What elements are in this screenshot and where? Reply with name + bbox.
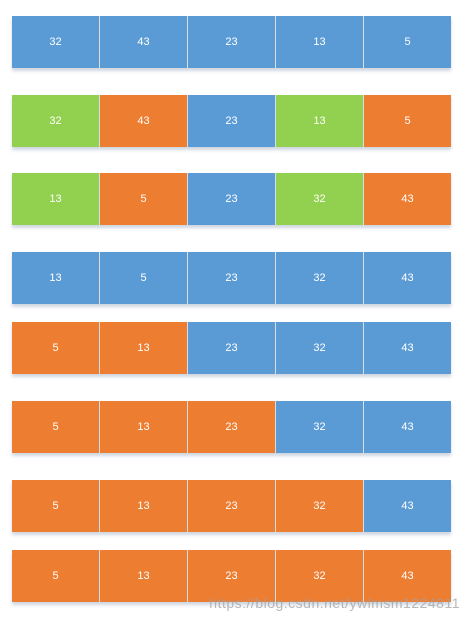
array-row-8: 5 13 23 32 43 bbox=[12, 550, 451, 602]
array-cell: 13 bbox=[100, 550, 188, 602]
array-cell: 5 bbox=[100, 252, 188, 304]
array-cell: 5 bbox=[12, 401, 100, 453]
array-cell: 43 bbox=[100, 95, 188, 147]
watermark: https://blog.csdn.net/ywlmsm1224811 bbox=[209, 595, 460, 611]
array-cell: 32 bbox=[12, 95, 100, 147]
array-cell: 13 bbox=[100, 401, 188, 453]
array-row-3: 13 5 23 32 43 bbox=[12, 173, 451, 225]
array-cell: 23 bbox=[188, 550, 276, 602]
array-cell: 32 bbox=[276, 480, 364, 532]
array-cell: 5 bbox=[12, 550, 100, 602]
array-row-2: 32 43 23 13 5 bbox=[12, 95, 451, 147]
array-cell: 13 bbox=[100, 322, 188, 374]
array-cell: 43 bbox=[364, 550, 451, 602]
array-cell: 13 bbox=[100, 480, 188, 532]
array-cell: 23 bbox=[188, 480, 276, 532]
array-cell: 32 bbox=[276, 173, 364, 225]
array-cell: 13 bbox=[12, 173, 100, 225]
array-cell: 43 bbox=[364, 252, 451, 304]
array-cell: 5 bbox=[364, 95, 451, 147]
array-cell: 5 bbox=[12, 322, 100, 374]
array-cell: 23 bbox=[188, 95, 276, 147]
array-cell: 32 bbox=[12, 16, 100, 68]
array-cell: 32 bbox=[276, 252, 364, 304]
array-row-6: 5 13 23 32 43 bbox=[12, 401, 451, 453]
array-cell: 32 bbox=[276, 401, 364, 453]
array-cell: 32 bbox=[276, 322, 364, 374]
array-row-4: 13 5 23 32 43 bbox=[12, 252, 451, 304]
array-cell: 23 bbox=[188, 322, 276, 374]
array-cell: 13 bbox=[12, 252, 100, 304]
array-cell: 32 bbox=[276, 550, 364, 602]
array-cell: 5 bbox=[364, 16, 451, 68]
array-row-5: 5 13 23 32 43 bbox=[12, 322, 451, 374]
array-cell: 5 bbox=[100, 173, 188, 225]
array-row-7: 5 13 23 32 43 bbox=[12, 480, 451, 532]
array-cell: 13 bbox=[276, 16, 364, 68]
array-cell: 5 bbox=[12, 480, 100, 532]
array-cell: 23 bbox=[188, 173, 276, 225]
array-cell: 43 bbox=[364, 401, 451, 453]
array-cell: 23 bbox=[188, 401, 276, 453]
array-cell: 23 bbox=[188, 252, 276, 304]
array-cell: 43 bbox=[364, 322, 451, 374]
array-cell: 23 bbox=[188, 16, 276, 68]
array-row-1: 32 43 23 13 5 bbox=[12, 16, 451, 68]
array-cell: 43 bbox=[100, 16, 188, 68]
array-cell: 43 bbox=[364, 480, 451, 532]
array-cell: 43 bbox=[364, 173, 451, 225]
array-cell: 13 bbox=[276, 95, 364, 147]
